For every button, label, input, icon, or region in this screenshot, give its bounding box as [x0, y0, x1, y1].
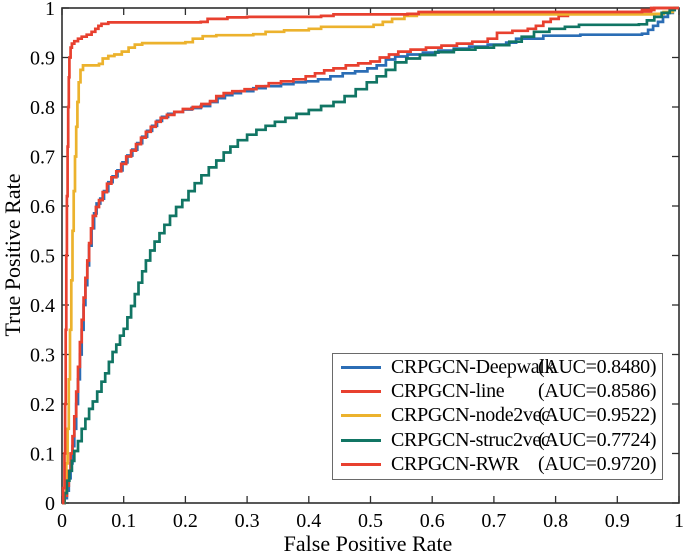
x-tick-label: 0.3 — [235, 510, 260, 532]
y-tick-label: 0.1 — [30, 444, 55, 466]
x-tick-label: 0.1 — [111, 510, 136, 532]
legend-item: CRPGCN-Deepwalk (AUC=0.8480) — [333, 355, 662, 379]
legend-series-auc: (AUC=0.7724) — [538, 428, 657, 451]
legend-line-swatch — [341, 438, 381, 442]
legend-line-swatch — [341, 365, 381, 369]
y-tick-label: 0.6 — [30, 196, 55, 218]
x-tick-label: 0.2 — [173, 510, 198, 532]
roc-curve-CRPGCN-node2vec — [62, 6, 679, 505]
y-tick-label: 0.3 — [30, 345, 55, 367]
legend-series-name: CRPGCN-RWR — [391, 453, 520, 476]
y-tick-label: 0.2 — [30, 394, 55, 416]
roc-curve-CRPGCN-line — [62, 6, 679, 505]
legend-series-auc: (AUC=0.8586) — [538, 380, 657, 403]
y-axis-label: True Positive Rate — [0, 174, 25, 337]
roc-curves — [61, 6, 679, 505]
x-tick-label: 0 — [57, 510, 67, 532]
legend-series-name: CRPGCN-Deepwalk — [391, 355, 555, 378]
roc-curve-CRPGCN-struc2vec — [62, 6, 679, 505]
x-tick-label: 0.8 — [543, 510, 568, 532]
legend-item: CRPGCN-RWR (AUC=0.9720) — [333, 453, 662, 477]
x-axis-label: False Positive Rate — [284, 531, 453, 555]
x-tick-label: 0.6 — [420, 510, 445, 532]
x-tick-label: 0.4 — [296, 510, 321, 532]
legend-item: CRPGCN-struc2vec (AUC=0.7724) — [333, 428, 662, 452]
legend-line-swatch — [341, 390, 381, 394]
legend-line-swatch — [341, 414, 381, 418]
y-tick-label: 0 — [45, 493, 55, 515]
legend-series-auc: (AUC=0.9720) — [538, 453, 657, 476]
tick-labels: 0 0.1 0.2 0.3 0.4 0.5 0.6 0.7 0.8 0.9 1 0 0.1 0.2 0.3 0… — [30, 0, 684, 532]
roc-curve-CRPGCN-RWR — [61, 6, 679, 505]
legend-line-swatch — [341, 463, 381, 467]
plot-axes — [61, 7, 680, 504]
legend-item: CRPGCN-line (AUC=0.8586) — [333, 379, 662, 403]
legend-series-name: CRPGCN-line — [391, 380, 505, 403]
y-tick-label: 0.9 — [30, 48, 55, 70]
y-tick-label: 1 — [45, 0, 55, 20]
y-tick-label: 0.7 — [30, 147, 55, 169]
x-tick-label: 0.5 — [358, 510, 383, 532]
legend-series-name: CRPGCN-struc2vec — [391, 428, 550, 451]
x-tick-label: 0.7 — [481, 510, 506, 532]
legend-series-name: CRPGCN-node2vec — [391, 404, 550, 427]
legend-box: CRPGCN-Deepwalk (AUC=0.8480) CRPGCN-line (A… — [332, 353, 663, 480]
y-tick-label: 0.5 — [30, 246, 55, 268]
x-tick-label: 0.9 — [605, 510, 630, 532]
legend-series-auc: (AUC=0.9522) — [538, 404, 657, 427]
x-tick-label: 1 — [674, 510, 684, 532]
y-tick-label: 0.4 — [30, 295, 55, 317]
legend-series-auc: (AUC=0.8480) — [538, 355, 657, 378]
legend-item: CRPGCN-node2vec (AUC=0.9522) — [333, 404, 662, 428]
y-tick-label: 0.8 — [30, 97, 55, 119]
